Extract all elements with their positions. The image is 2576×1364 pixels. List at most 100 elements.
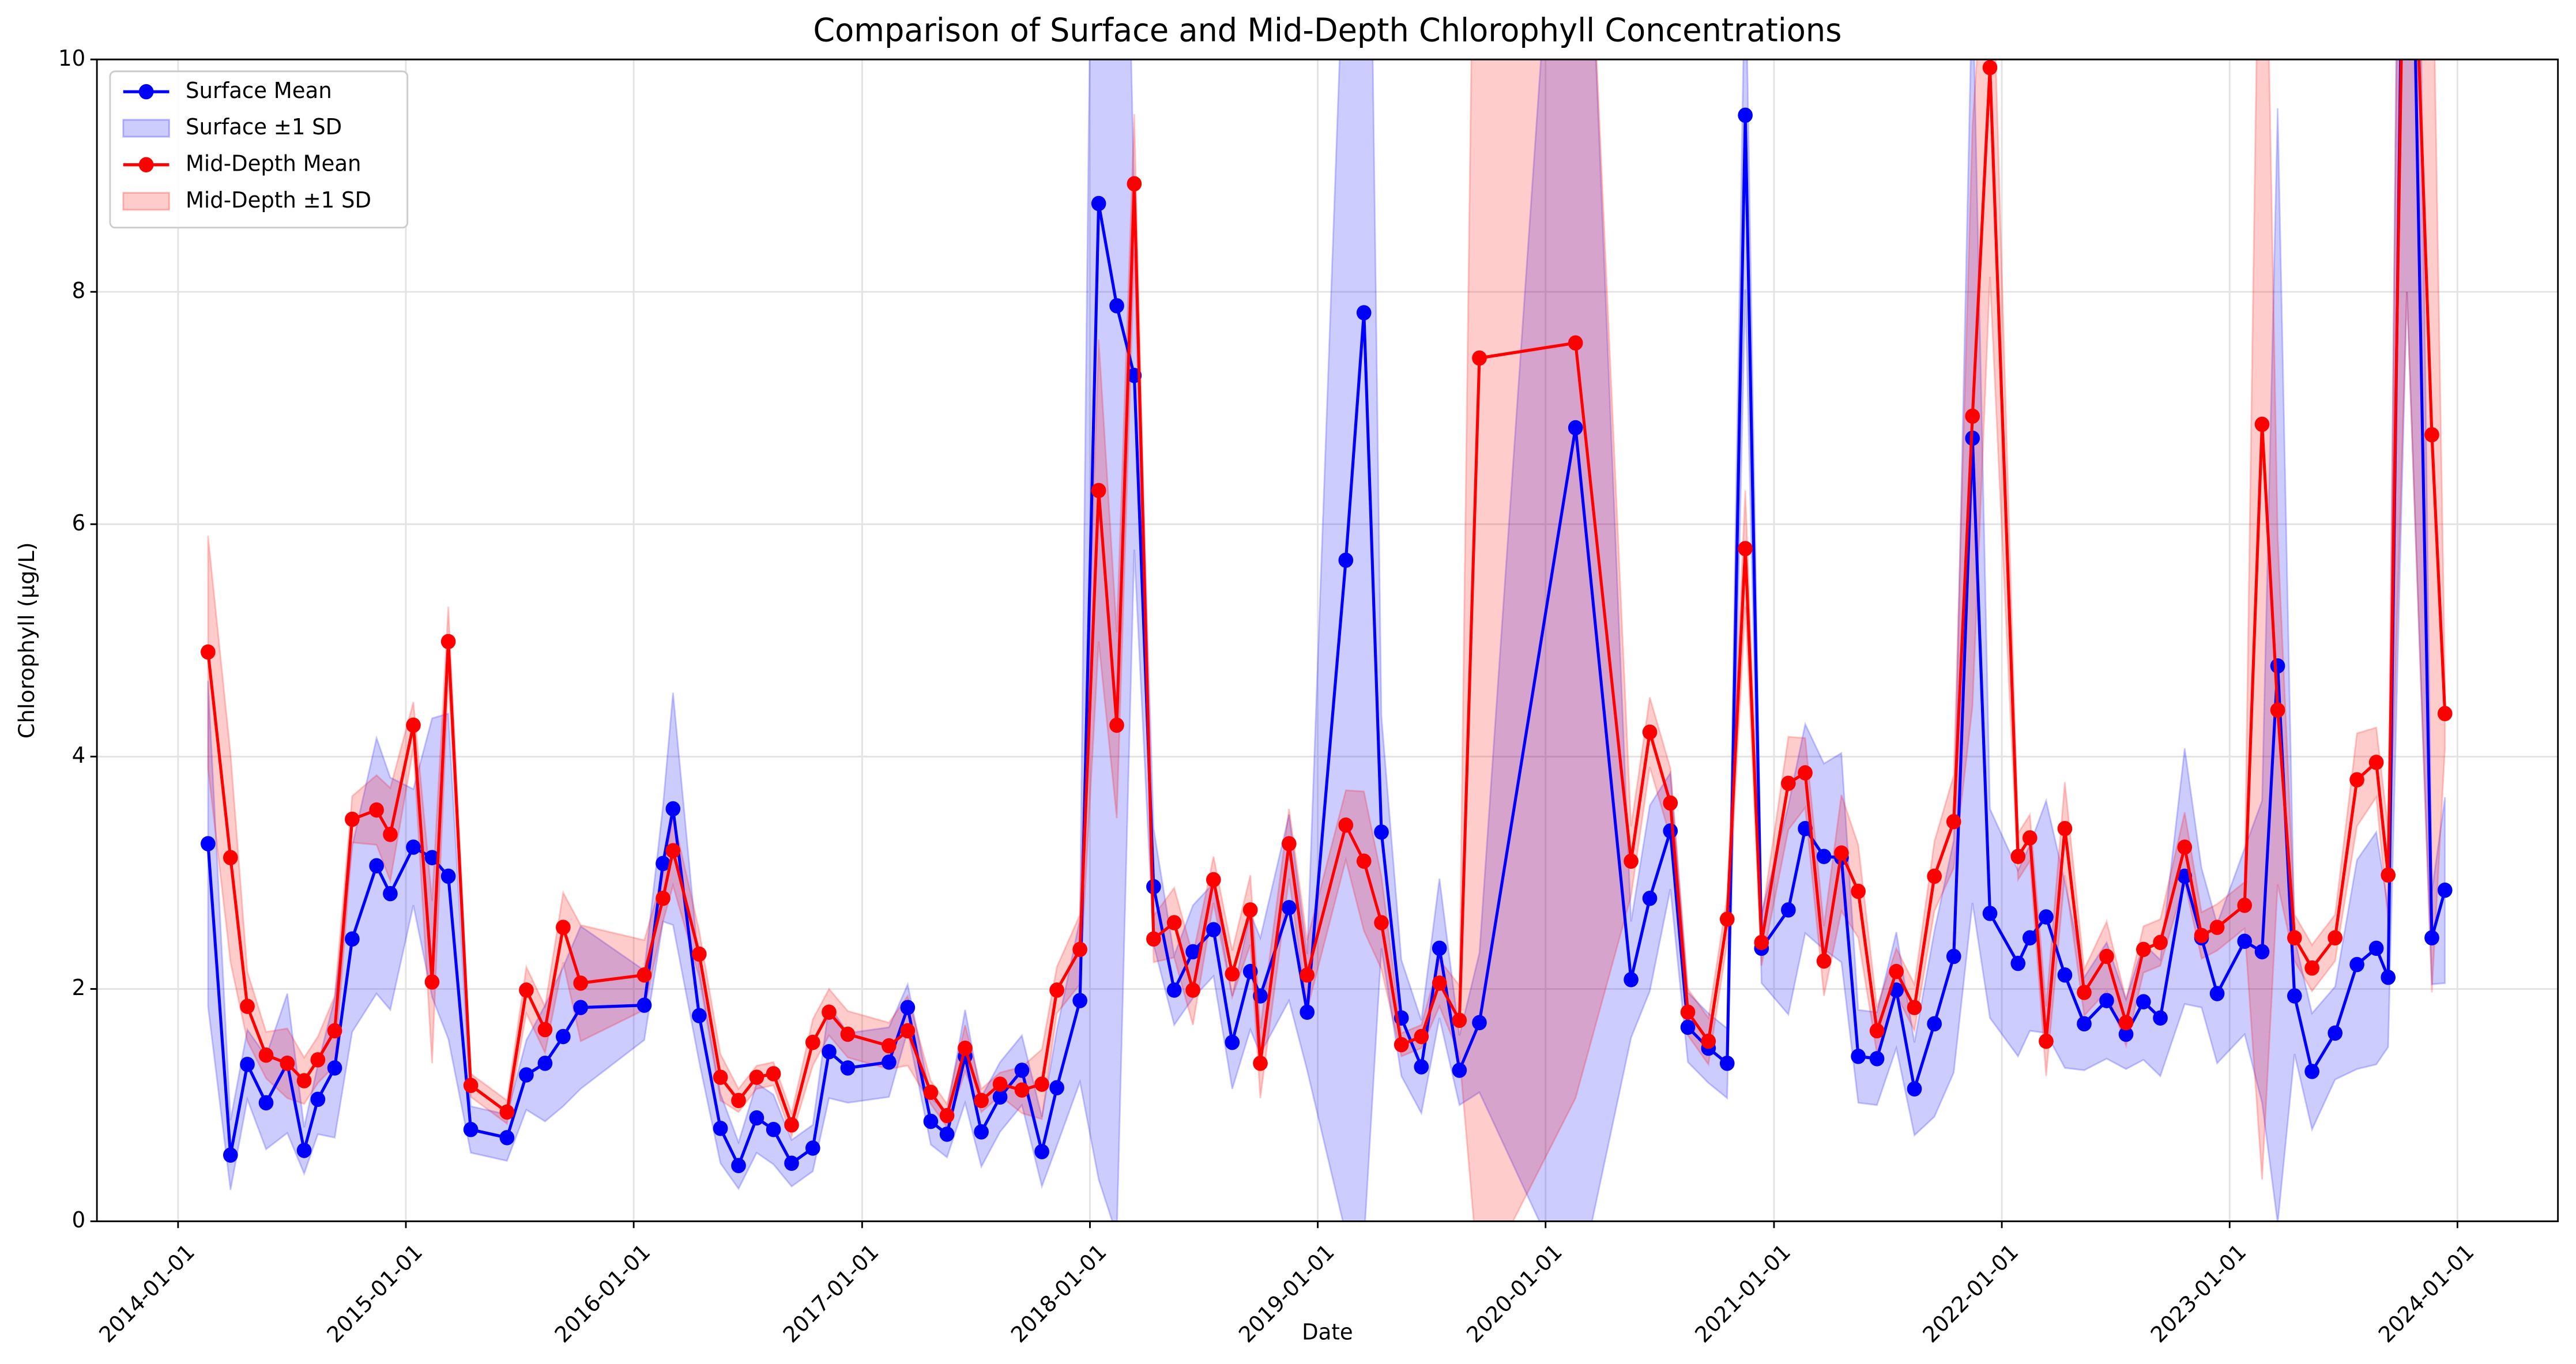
legend-box [109,70,409,229]
marker [1091,483,1106,499]
marker [345,811,360,827]
marker [1642,890,1658,906]
y-tick-label: 2 [72,975,86,1001]
marker [537,1022,553,1038]
marker [2010,849,2026,864]
legend-label: Surface Mean [186,77,332,103]
marker [691,1008,707,1024]
marker [2057,967,2073,983]
marker [2136,941,2151,958]
marker [280,1056,295,1071]
marker [345,931,360,947]
marker [2237,933,2253,949]
marker [1432,975,1447,991]
marker [1374,824,1389,840]
marker [1072,941,1087,958]
marker [691,946,707,962]
marker [2136,994,2151,1009]
marker [766,1122,781,1137]
marker [1568,335,1583,351]
marker [1206,872,1221,888]
marker [258,1095,274,1111]
sd-band [207,59,2446,1222]
marker [731,1092,746,1109]
marker [1281,836,1297,851]
marker [1663,823,1678,839]
marker [656,890,671,906]
marker [2304,960,2319,976]
marker [749,1069,764,1085]
marker [1927,868,1942,884]
mean-line [206,59,2447,1131]
marker [766,1066,781,1082]
marker [2077,985,2092,1000]
marker [1281,900,1297,915]
marker [1869,1023,1885,1039]
marker [2209,920,2225,935]
marker [200,836,216,851]
marker [310,1091,326,1107]
marker [499,1130,515,1146]
marker [2424,427,2439,443]
marker [2304,1064,2319,1079]
marker [665,843,681,858]
marker [1982,59,1998,76]
marker [1338,817,1354,833]
marker [805,1034,820,1050]
marker [1356,853,1372,869]
marker [258,1048,274,1063]
marker [2099,993,2114,1008]
marker [537,1056,553,1071]
marker [882,1038,897,1054]
marker [1091,195,1106,212]
marker [1146,931,1161,947]
marker [573,975,588,991]
marker [2057,821,2073,837]
marker [1225,1034,1240,1050]
marker [2022,930,2038,946]
marker [2118,1015,2134,1031]
marker [2270,702,2285,718]
grid [97,58,2558,1222]
marker [1568,420,1583,436]
marker [840,1026,856,1042]
marker [2010,955,2026,971]
marker [1414,1059,1429,1075]
marker [369,858,384,874]
marker [2118,1026,2134,1042]
marker [656,856,671,872]
marker [2099,948,2114,964]
marker [840,1060,856,1076]
marker [369,802,384,818]
marker [1225,966,1240,982]
marker [900,1000,916,1015]
marker [923,1113,939,1129]
marker [1338,552,1354,568]
marker [1642,724,1658,740]
marker [1472,350,1487,366]
marker [573,1000,588,1015]
marker [463,1122,479,1137]
marker [240,1057,255,1072]
marker [499,1104,515,1120]
marker [1374,915,1389,930]
y-tick-label: 6 [72,510,86,536]
marker [1624,853,1639,869]
marker [1781,775,1796,791]
marker [1185,944,1200,960]
marker [1014,1082,1030,1098]
marker [822,1004,837,1020]
marker [1127,176,1142,192]
marker [1851,1049,1866,1064]
marker [992,1089,1008,1105]
marker [1946,813,1961,830]
marker [2349,956,2364,973]
marker [1851,883,1866,899]
marker [1034,1076,1049,1092]
marker [1834,845,1849,861]
marker [1014,1062,1030,1078]
marker [939,1107,955,1124]
marker [958,1040,973,1056]
marker [1663,795,1678,811]
marker [2437,706,2453,722]
